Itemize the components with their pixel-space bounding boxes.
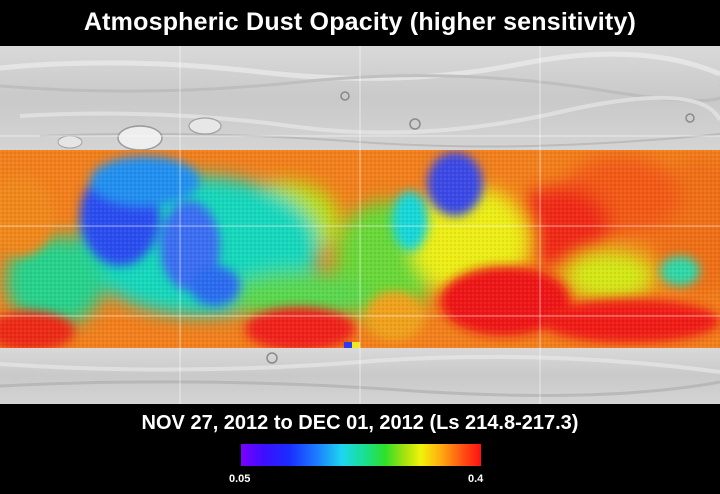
opacity-pixel (344, 342, 352, 348)
volcano (117, 125, 163, 151)
map-title: Atmospheric Dust Opacity (higher sensiti… (83, 8, 637, 36)
volcano (188, 117, 222, 135)
mars-dust-opacity-map (0, 46, 720, 404)
crater (685, 113, 695, 123)
terrain-relief (0, 51, 720, 397)
volcano (57, 135, 83, 149)
colorbar-max-label: 0.4 (468, 473, 484, 485)
crater (266, 352, 278, 364)
crater (409, 118, 421, 130)
crater (340, 91, 350, 101)
colorbar-min-label: 0.05 (229, 473, 251, 485)
colorbar (241, 444, 481, 466)
opacity-pixel (352, 342, 360, 348)
graticule (0, 46, 720, 404)
date-range-label: NOV 27, 2012 to DEC 01, 2012 (Ls 214.8-2… (141, 412, 579, 434)
terrain-features (57, 91, 695, 364)
